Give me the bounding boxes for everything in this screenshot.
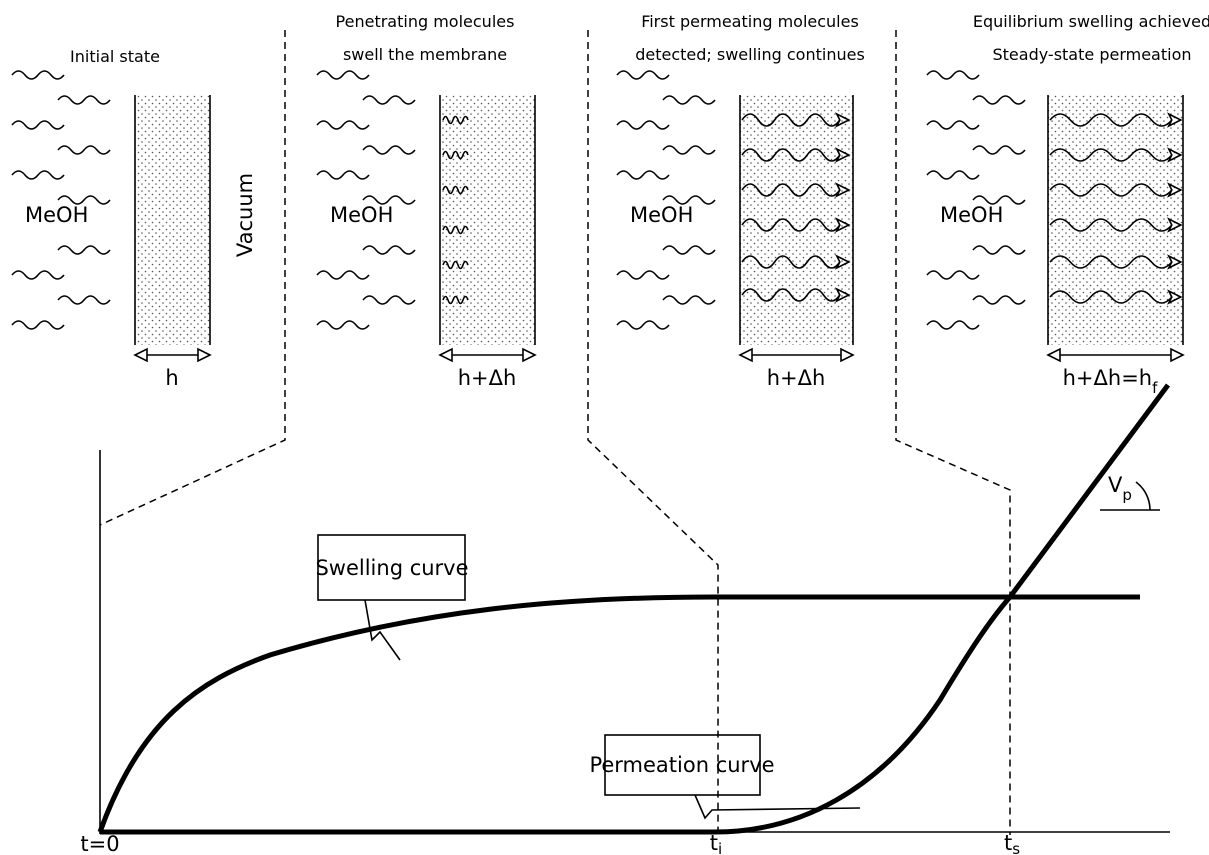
molecule [12,321,64,329]
molecule [363,96,415,104]
molecule [12,271,64,279]
molecule [58,146,110,154]
thickness-main: h+Δh=h [1063,366,1153,390]
slope-main: V [1108,473,1123,497]
molecule [12,171,64,179]
molecule [973,146,1025,154]
panel-title: First permeating molecules [641,12,859,31]
medium-label: MeOH [940,203,1003,227]
slope-sub: p [1122,486,1132,504]
molecule [973,96,1025,104]
layout [100,30,1183,835]
molecule [12,71,64,79]
membrane [740,95,853,345]
time-sub: i [718,840,722,855]
curve-label: Permeation curve [589,753,774,777]
molecule [317,271,369,279]
medium-label: MeOH [330,203,393,227]
membrane [1048,95,1183,345]
molecule [927,121,979,129]
thickness-label: h+Δh=hf [1063,366,1159,397]
molecule [973,246,1025,254]
vacuum-label: Vacuum [233,173,257,257]
diagram: Initial state Penetrating molecules swel… [0,0,1209,855]
medium-label: MeOH [630,203,693,227]
connector [896,30,1010,835]
molecule [617,321,669,329]
curve-label: Swelling curve [315,556,468,580]
molecule [58,246,110,254]
membrane [135,95,210,345]
panel-title: Initial state [70,47,160,66]
panel-title: Penetrating molecules [336,12,515,31]
time-main: t [1004,831,1012,855]
slope-label: Vp [1108,473,1132,504]
molecule [317,121,369,129]
membrane [440,95,535,345]
molecule [58,96,110,104]
time-label: ts [1004,831,1020,855]
medium-label: MeOH [25,203,88,227]
molecule [973,296,1025,304]
molecule [663,296,715,304]
panel-title: Steady-state permeation [993,45,1192,64]
leader [365,600,400,660]
molecule [617,71,669,79]
panel-title: Equilibrium swelling achieved [973,12,1209,31]
molecule [617,121,669,129]
molecule [663,96,715,104]
dimension-arrows [135,349,1183,361]
panel-title: swell the membrane [343,45,507,64]
molecule [663,246,715,254]
molecule [317,71,369,79]
thickness-label: h+Δh [767,366,826,390]
molecule [363,246,415,254]
thickness-sub: f [1152,379,1158,397]
molecule [927,321,979,329]
thickness-label: h+Δh [458,366,517,390]
molecule [927,271,979,279]
molecule [617,271,669,279]
molecule [363,296,415,304]
panel-title: detected; swelling continues [635,45,865,64]
molecule [58,296,110,304]
time-sub: s [1012,840,1020,855]
molecule [317,321,369,329]
connector [588,30,718,835]
molecule [927,171,979,179]
time-label: t=0 [80,832,119,855]
slope-angle [1136,482,1150,510]
molecule [663,146,715,154]
molecule [617,171,669,179]
molecule [363,146,415,154]
molecule [317,171,369,179]
molecule [12,121,64,129]
time-label: ti [710,831,722,855]
thickness-label: h [165,366,178,390]
molecule [927,71,979,79]
time-main: t [710,831,718,855]
